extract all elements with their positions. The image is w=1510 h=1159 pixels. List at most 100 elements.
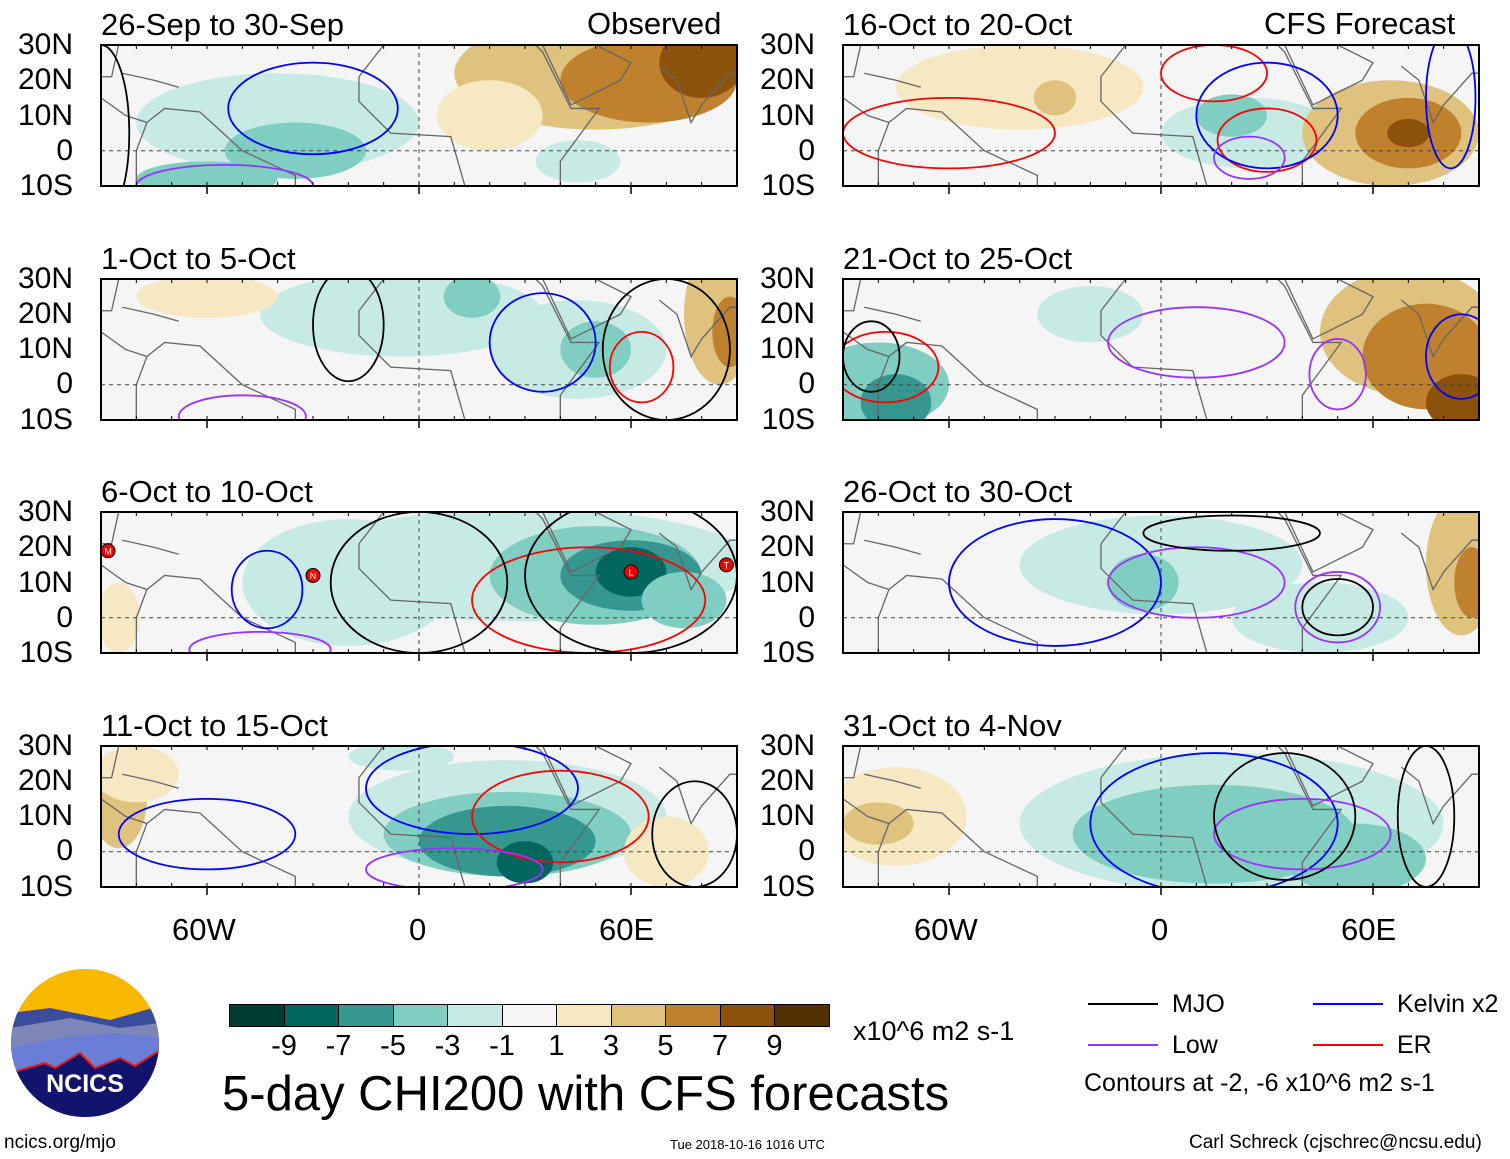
contour-kelvin bbox=[1425, 45, 1477, 170]
contour-er bbox=[843, 330, 940, 403]
lat-tick: 0 bbox=[56, 367, 73, 401]
coastline bbox=[122, 773, 179, 789]
coastline bbox=[358, 45, 601, 186]
lat-tick: 10S bbox=[19, 636, 73, 669]
footer-timestamp: Tue 2018-10-16 1016 UTC bbox=[670, 1137, 825, 1152]
lon-tick: 60E bbox=[599, 912, 655, 947]
coastline bbox=[658, 65, 737, 125]
coastline bbox=[864, 306, 921, 322]
lat-tick: 30N bbox=[759, 28, 815, 61]
contour-kelvin bbox=[117, 797, 297, 870]
lat-tick: 30N bbox=[759, 728, 815, 762]
coastline bbox=[122, 539, 179, 555]
colorbar-swatch bbox=[610, 1004, 666, 1027]
coastline bbox=[101, 97, 148, 124]
legend-line-er bbox=[1313, 1044, 1383, 1046]
coastline bbox=[1100, 745, 1343, 887]
lat-tick: 10S bbox=[19, 169, 73, 202]
coastline bbox=[1284, 512, 1374, 573]
forecast-label: CFS Forecast bbox=[1264, 6, 1456, 41]
lat-tick: 10N bbox=[759, 565, 815, 599]
legend-line-kelvin bbox=[1313, 1003, 1383, 1005]
coastline bbox=[1400, 299, 1479, 358]
contour-mjo bbox=[601, 278, 731, 420]
anomaly-region bbox=[623, 816, 709, 887]
contour-mjo bbox=[1213, 751, 1357, 881]
legend-label: ER bbox=[1397, 1031, 1432, 1059]
lat-tick: 0 bbox=[798, 367, 815, 401]
colorbar-swatch bbox=[719, 1004, 775, 1027]
coastline bbox=[1100, 45, 1343, 186]
contour-low bbox=[1308, 337, 1367, 410]
coastline bbox=[864, 773, 921, 789]
map-panel bbox=[842, 277, 1480, 428]
contour-low bbox=[1107, 305, 1286, 379]
colorbar-label: -7 bbox=[325, 1030, 352, 1062]
panel-title: 31-Oct to 4-Nov bbox=[843, 707, 1062, 743]
coastline bbox=[1284, 45, 1374, 106]
map-panel bbox=[100, 277, 738, 428]
lat-tick: 10N bbox=[759, 332, 815, 365]
panel-title: 21-Oct to 25-Oct bbox=[843, 240, 1073, 276]
colorbar-label: 7 bbox=[711, 1030, 729, 1062]
contour-er bbox=[843, 96, 1056, 170]
coastline bbox=[843, 278, 862, 311]
colorbar-swatch bbox=[501, 1004, 557, 1027]
footer-url[interactable]: ncics.org/mjo bbox=[4, 1132, 116, 1153]
anomaly-region bbox=[101, 745, 179, 802]
lat-tick: 0 bbox=[798, 600, 815, 634]
contour-mjo bbox=[329, 512, 509, 653]
panel-title: 6-Oct to 10-Oct bbox=[101, 474, 313, 509]
figure-title: 5-day CHI200 with CFS forecasts bbox=[222, 1067, 950, 1121]
anomaly-region bbox=[535, 140, 621, 183]
coastline bbox=[1334, 427, 1338, 438]
storm-marker: M bbox=[101, 543, 116, 559]
contour-kelvin bbox=[1195, 61, 1339, 170]
lat-tick: 20N bbox=[17, 296, 73, 330]
colorbar-label: -1 bbox=[489, 1030, 515, 1062]
lat-tick: 30N bbox=[17, 495, 73, 528]
coastline bbox=[101, 45, 120, 78]
lat-tick: 10N bbox=[17, 98, 73, 132]
panel-title: 26-Sep to 30-Sep bbox=[101, 7, 345, 42]
legend-line-mjo bbox=[1088, 1003, 1158, 1005]
coastline bbox=[1334, 193, 1338, 204]
coastline bbox=[101, 512, 120, 545]
coastline bbox=[592, 193, 596, 204]
lat-tick: 10N bbox=[759, 799, 815, 832]
coastline bbox=[101, 330, 148, 357]
contour-kelvin bbox=[948, 518, 1162, 647]
anomaly-region bbox=[136, 161, 278, 186]
coastline bbox=[592, 427, 596, 438]
anomaly-region bbox=[1284, 823, 1426, 887]
anomaly-region bbox=[436, 80, 543, 151]
anomaly-region bbox=[843, 801, 914, 845]
lat-tick: 0 bbox=[56, 600, 73, 634]
coastline bbox=[592, 894, 596, 905]
lat-tick: 10N bbox=[17, 799, 73, 832]
storm-label: N bbox=[310, 571, 317, 581]
colorbar-swatch bbox=[283, 1004, 339, 1027]
map-panel bbox=[842, 511, 1480, 661]
lon-tick: 60E bbox=[1341, 912, 1397, 947]
lat-tick: 30N bbox=[759, 495, 815, 528]
lon-tick: 60W bbox=[172, 912, 236, 947]
colorbar-swatch bbox=[447, 1004, 503, 1027]
coastline bbox=[1334, 660, 1338, 671]
coastline bbox=[877, 107, 1038, 186]
lat-tick: 30N bbox=[759, 261, 815, 295]
coastline bbox=[1284, 278, 1374, 340]
observed-label: Observed bbox=[587, 6, 722, 41]
anomaly-region bbox=[348, 745, 455, 771]
coastline bbox=[101, 278, 120, 311]
lat-tick: 10N bbox=[759, 98, 815, 132]
anomaly-region bbox=[1037, 285, 1144, 342]
contour-low bbox=[1107, 546, 1286, 619]
storm-marker: N bbox=[305, 567, 321, 583]
colorbar-swatch bbox=[392, 1004, 448, 1027]
coastline bbox=[864, 539, 921, 555]
coastline bbox=[658, 766, 737, 825]
contour-low bbox=[1213, 797, 1392, 870]
contour-er bbox=[471, 546, 707, 653]
